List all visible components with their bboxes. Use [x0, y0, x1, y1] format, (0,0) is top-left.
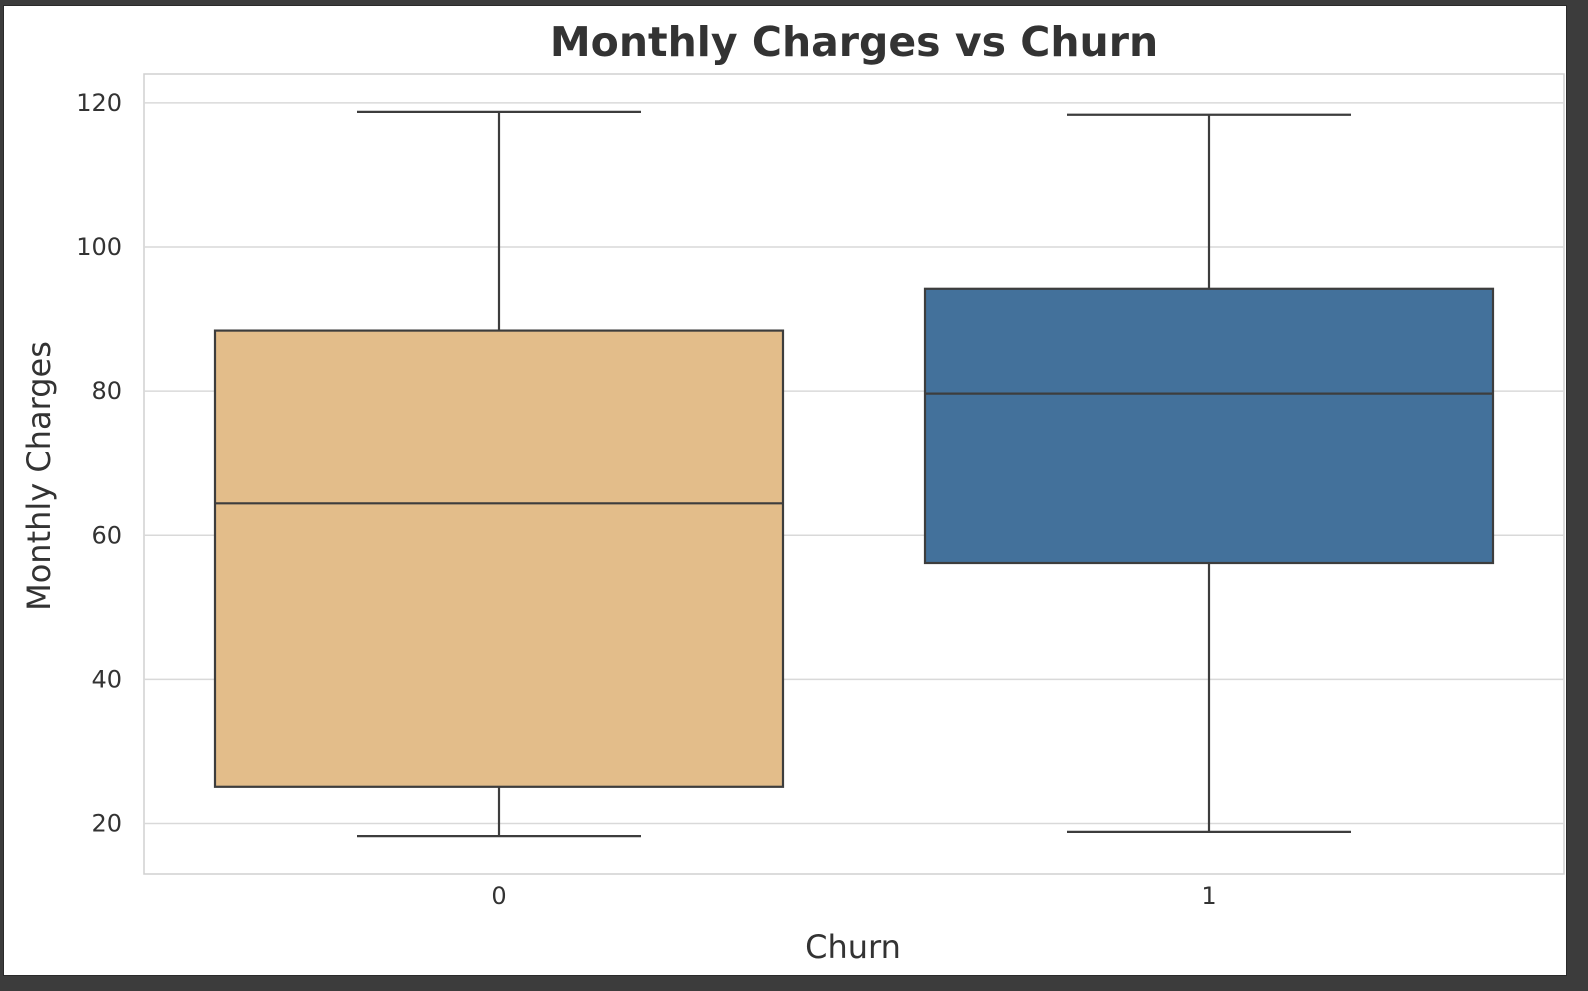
y-tick-label-60: 60 — [91, 521, 122, 549]
y-tick-labels: 20 40 60 80 100 120 — [76, 89, 122, 838]
y-tick-label-40: 40 — [91, 665, 122, 693]
box-1 — [923, 113, 1495, 833]
box-0 — [213, 110, 785, 838]
x-axis-label: Churn — [805, 928, 901, 966]
y-tick-label-120: 120 — [76, 89, 122, 117]
box-body-0 — [213, 329, 785, 788]
y-tick-label-20: 20 — [91, 810, 122, 838]
y-axis-label: Monthly Charges — [20, 341, 58, 611]
x-tick-label-0: 0 — [491, 882, 506, 910]
y-tick-label-100: 100 — [76, 233, 122, 261]
boxes — [213, 110, 1495, 838]
chart-title: Monthly Charges vs Churn — [550, 18, 1158, 66]
x-tick-label-1: 1 — [1201, 882, 1216, 910]
y-tick-label-80: 80 — [91, 377, 122, 405]
box-body-1 — [923, 287, 1495, 565]
